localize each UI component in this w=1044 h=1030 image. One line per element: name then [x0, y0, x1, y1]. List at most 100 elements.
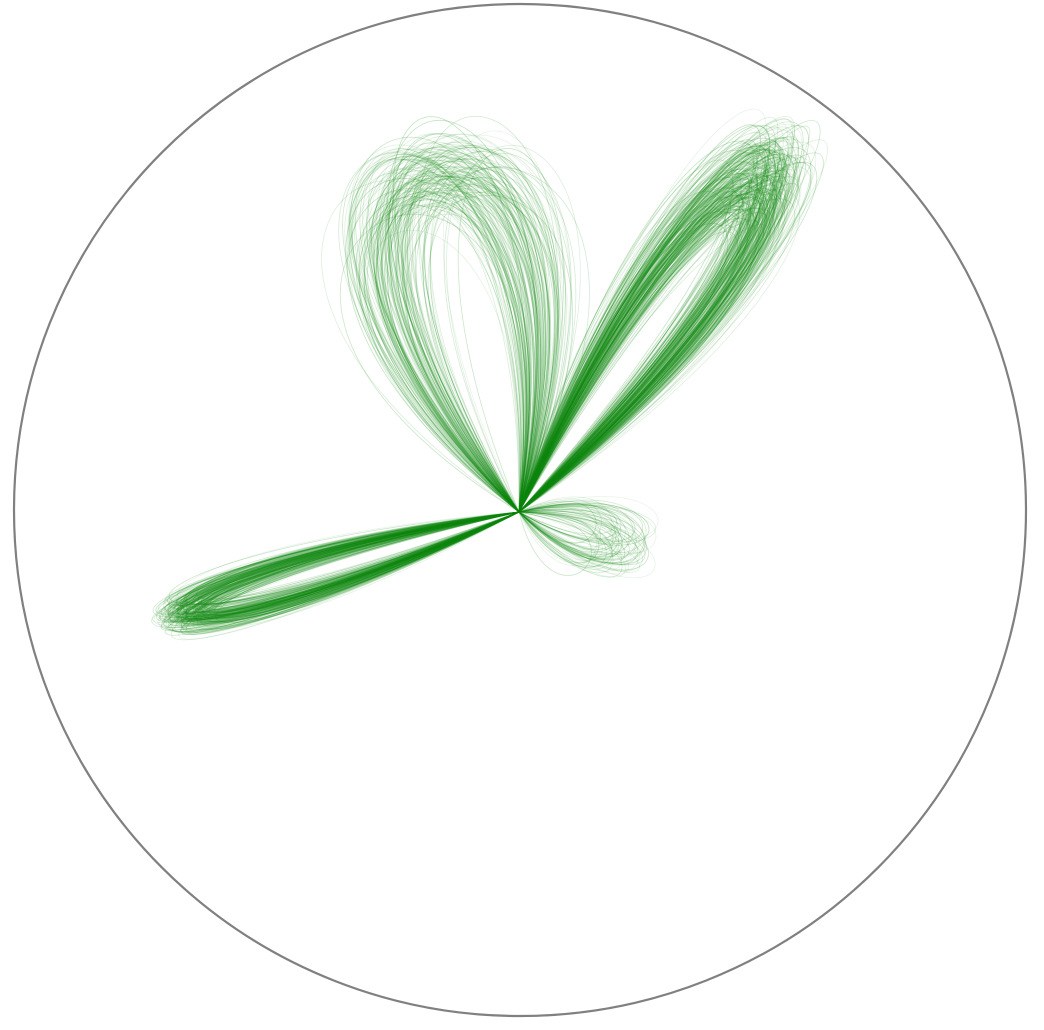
loop-curve — [518, 132, 769, 513]
loop-curve — [178, 511, 520, 621]
loop-curve — [182, 511, 520, 634]
loop-curve — [518, 223, 760, 513]
loop-curve — [518, 149, 783, 513]
loop-curve — [180, 511, 520, 635]
loop-curve — [518, 172, 742, 513]
loop-curve — [387, 146, 536, 513]
loop-curve — [518, 191, 735, 513]
loop-curve — [159, 511, 520, 631]
loop-curve — [376, 174, 538, 513]
loop-curve — [518, 154, 797, 513]
loop-curve — [518, 181, 762, 513]
loop-curve — [156, 511, 520, 622]
loop-curve — [192, 511, 520, 622]
loop-curve — [388, 181, 526, 513]
loop-curve — [518, 189, 767, 513]
loop-curve — [415, 167, 590, 513]
loop-curve — [443, 153, 572, 513]
loop-curve — [518, 502, 644, 545]
loop-curve — [518, 503, 618, 541]
loop-curve — [172, 511, 520, 618]
loop-curve — [171, 511, 520, 617]
loop-curve — [167, 511, 520, 626]
loop-curve — [518, 141, 781, 513]
loop-curve — [201, 511, 520, 608]
loop-curve — [518, 194, 757, 513]
loop-curve — [373, 166, 555, 513]
loop-curve — [163, 511, 520, 606]
loop-curve — [168, 511, 520, 605]
loop-curve — [518, 192, 778, 513]
loop-curve — [518, 157, 813, 513]
loop-curve — [518, 186, 737, 513]
loop-curve — [181, 511, 520, 633]
loop-curve — [518, 151, 787, 513]
loop-curve — [518, 187, 786, 513]
loop-curve — [518, 153, 801, 513]
loop-curve — [446, 145, 581, 513]
loop-curve — [339, 213, 528, 513]
loop-curve — [518, 210, 757, 513]
loop-curve — [518, 185, 768, 513]
loop-curve — [518, 205, 749, 513]
loop-curve — [518, 176, 799, 513]
loop-curve — [401, 178, 534, 513]
loop-curve — [388, 155, 539, 513]
loop-curve — [376, 175, 546, 513]
loop-curve — [518, 224, 740, 513]
loop-curve — [358, 190, 536, 513]
loop-curve — [392, 133, 531, 513]
loop-curve — [369, 156, 547, 513]
loop-curve — [518, 511, 640, 573]
loop-curve — [518, 152, 763, 513]
loop-curve — [345, 177, 524, 513]
loop-curve — [518, 184, 781, 513]
loop-curve — [169, 511, 520, 633]
loop-curve — [518, 188, 768, 513]
loop-curve — [189, 511, 520, 605]
loop-curve — [518, 186, 760, 513]
loop-curve — [185, 511, 520, 621]
loop-curve — [518, 511, 596, 567]
loop-curve — [518, 149, 780, 513]
loop-curve — [408, 158, 555, 513]
loop-curve — [185, 511, 520, 625]
loop-curve — [518, 194, 750, 513]
loop-curve — [202, 511, 520, 619]
loop-curve — [518, 140, 759, 513]
loop-curve — [518, 157, 770, 513]
loop-curve — [518, 198, 752, 513]
loop-curve — [518, 176, 767, 513]
loop-curve — [518, 130, 799, 513]
loop-curve — [410, 191, 559, 513]
loop-curve — [195, 511, 520, 623]
loop-curve — [518, 196, 761, 513]
loop-curve — [518, 212, 771, 513]
loop-curve — [518, 190, 726, 513]
loop-curve — [390, 206, 527, 513]
loop-curve — [518, 209, 751, 513]
loop-curve — [518, 220, 747, 513]
loop-curve — [385, 142, 557, 513]
loop-curve — [174, 511, 520, 633]
loop-curve — [518, 176, 789, 513]
loop-curve — [518, 141, 781, 513]
loop-curve — [377, 176, 545, 513]
loop-curve — [381, 199, 528, 513]
loop-curve — [518, 181, 788, 513]
loop-curve — [518, 193, 775, 513]
loop-curve — [199, 511, 520, 614]
loop-curve — [379, 203, 532, 513]
loop-curve — [518, 152, 824, 513]
loop-curve — [168, 511, 520, 622]
loop-curve — [414, 171, 544, 513]
loop-curve — [518, 197, 771, 513]
loop-curve — [174, 511, 520, 621]
loop-curve — [518, 171, 780, 513]
loop-curve — [397, 158, 545, 513]
loop-curve — [164, 511, 520, 623]
loop-curve — [203, 511, 520, 610]
loop-curve — [198, 511, 520, 605]
loop-curve — [193, 511, 520, 621]
loop-curve — [518, 177, 763, 513]
